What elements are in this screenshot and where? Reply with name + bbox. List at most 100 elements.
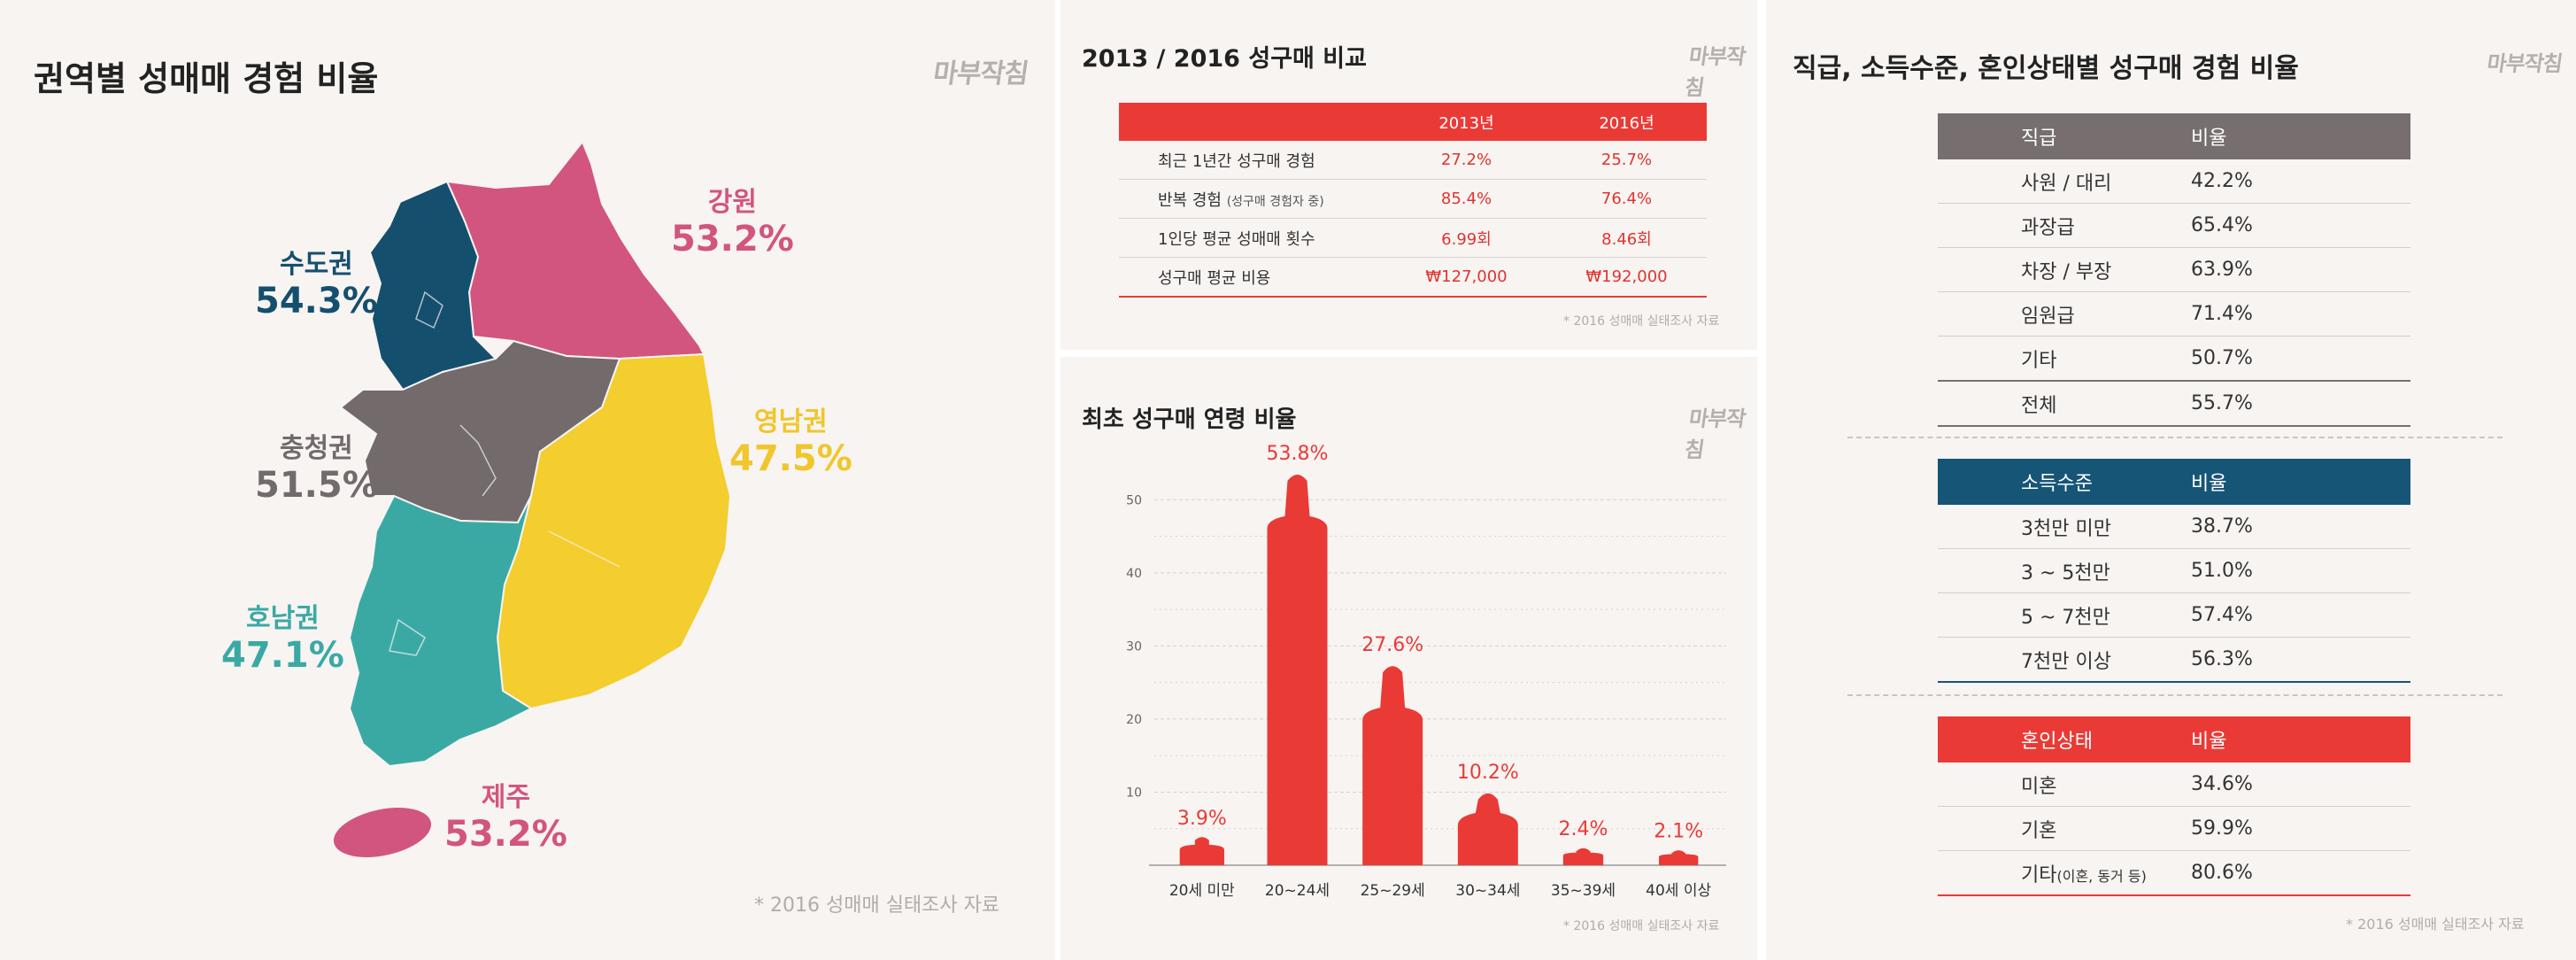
bar	[1457, 793, 1518, 865]
region-jeju-shape	[333, 808, 432, 857]
table-row: 미혼 34.6%	[1938, 763, 2410, 807]
header-cell: 비율	[2191, 473, 2227, 495]
table-row: 성구매 평균 비용 ₩127,000 ₩192,000	[1119, 257, 1707, 298]
y-tick-label: 30	[1126, 639, 1142, 654]
table-row: 1인당 평균 성매매 횟수 6.99회 8.46회	[1119, 218, 1707, 258]
region-label-sudogwon: 수도권 54.3%	[255, 249, 378, 321]
region-yeongnam-shape	[496, 352, 732, 710]
header-cell: 혼인상태	[2021, 731, 2093, 753]
row-value: 65.4%	[2190, 203, 2410, 248]
logo: 마부작침	[2485, 51, 2564, 76]
table-header-row: 소득수준 비율	[1938, 459, 2410, 505]
region-map-panel: 권역별 성매매 경험 비율 마부작침 수도권 54.3% 강원 53.2% 충청…	[0, 0, 1055, 960]
table-row: 사원 / 대리 42.2%	[1938, 159, 2410, 204]
x-tick-label: 35~39세	[1551, 882, 1616, 900]
region-label-honam: 호남권 47.1%	[221, 603, 344, 676]
table-row: 기타(이혼, 동거 등) 80.6%	[1938, 850, 2410, 896]
region-name: 강원	[707, 187, 757, 218]
value-2016: ₩192,000	[1546, 257, 1707, 298]
region-value: 47.5%	[729, 437, 852, 479]
x-tick-label: 20세 미만	[1169, 882, 1235, 900]
header-cell: 비율	[2191, 731, 2227, 753]
header-cell: 직급	[2021, 128, 2057, 150]
row-label: 기타(이혼, 동거 등)	[1938, 850, 2190, 896]
header-cell: 2016년	[1546, 103, 1707, 141]
region-name: 수도권	[279, 249, 353, 280]
row-label: 7천만 이상	[1938, 637, 2190, 683]
korea-map	[333, 140, 732, 857]
value-2013: 6.99회	[1386, 218, 1546, 258]
row-label: 반복 경험 (성구매 경험자 중)	[1119, 179, 1386, 219]
region-label-jeju: 제주 53.2%	[444, 782, 567, 854]
source-note: * 2016 성매매 실태조사 자료	[1563, 919, 1720, 933]
value-2016: 8.46회	[1546, 218, 1707, 258]
age-bar-chart: 10 20 30 40 50 3.9% 20세 미만 53.8% 20~24세 27.6% 25~2…	[1126, 443, 1726, 900]
data-label: 2.4%	[1559, 818, 1608, 840]
row-value: 71.4%	[2190, 291, 2410, 337]
header-cell: 소득수준	[2021, 473, 2093, 495]
row-label: 5 ~ 7천만	[1938, 592, 2190, 638]
region-name: 충청권	[279, 433, 353, 464]
marital-table: 혼인상태 비율 미혼 34.6% 기혼 59.9% 기타(이혼, 동거 등) 80.6…	[1938, 716, 2410, 896]
header-cell: 2013년	[1386, 103, 1546, 141]
table-row: 차장 / 부장 63.9%	[1938, 247, 2410, 292]
source-note: * 2016 성매매 실태조사 자료	[754, 894, 1000, 917]
age-chart-panel: 최초 성구매 연령 비율 마부작침 10 20 30 40 50 3.9% 20세 미만 53…	[1060, 357, 1757, 960]
row-label: 최근 1년간 성구매 경험	[1119, 141, 1386, 180]
table-row: 과장급 65.4%	[1938, 203, 2410, 248]
map-title: 권역별 성매매 경험 비율	[34, 59, 379, 98]
row-value: 80.6%	[2190, 850, 2410, 896]
region-value: 51.5%	[255, 464, 378, 506]
x-tick-label: 25~29세	[1361, 882, 1425, 900]
row-label: 차장 / 부장	[1938, 247, 2190, 292]
row-label: 3 ~ 5천만	[1938, 548, 2190, 593]
table-row: 기타 50.7%	[1938, 336, 2410, 382]
table-row: 최근 1년간 성구매 경험 27.2% 25.7%	[1119, 141, 1707, 180]
y-tick-label: 50	[1126, 493, 1142, 507]
region-label-chungcheong: 충청권 51.5%	[255, 433, 378, 506]
value-2013: 27.2%	[1386, 141, 1546, 180]
header-cell	[1119, 103, 1386, 141]
row-value: 42.2%	[2190, 159, 2410, 204]
row-value: 38.7%	[2190, 505, 2410, 549]
x-tick-label: 40세 이상	[1646, 882, 1711, 900]
source-note: * 2016 성매매 실태조사 자료	[1563, 314, 1720, 329]
region-value: 53.2%	[671, 218, 794, 259]
table-row: 3천만 미만 38.7%	[1938, 505, 2410, 549]
y-tick-label: 20	[1126, 713, 1142, 727]
region-value: 47.1%	[221, 634, 344, 676]
x-tick-label: 20~24세	[1265, 882, 1330, 900]
row-value: 63.9%	[2190, 247, 2410, 292]
row-label: 전체	[1938, 381, 2190, 427]
data-label: 10.2%	[1457, 762, 1519, 784]
section-divider	[1847, 437, 2503, 438]
region-value: 54.3%	[255, 280, 378, 321]
row-label: 사원 / 대리	[1938, 159, 2190, 204]
rank-title: 직급, 소득수준, 혼인상태별 성구매 경험 비율	[1793, 53, 2299, 84]
table-row: 임원급 71.4%	[1938, 291, 2410, 337]
table-row: 반복 경험 (성구매 경험자 중) 85.4% 76.4%	[1119, 179, 1707, 219]
row-label: 3천만 미만	[1938, 505, 2190, 549]
bar	[1658, 850, 1699, 865]
value-2013: 85.4%	[1386, 179, 1546, 219]
row-label: 임원급	[1938, 291, 2190, 337]
region-name: 호남권	[245, 603, 320, 634]
rank-panel: 직급, 소득수준, 혼인상태별 성구매 경험 비율 마부작침 직급 비율 사원 …	[1766, 0, 2576, 960]
row-label-text: 반복 경험	[1158, 190, 1222, 210]
table-row: 3 ~ 5천만 51.0%	[1938, 548, 2410, 593]
bar	[1362, 666, 1423, 865]
district-lines	[389, 290, 621, 656]
row-label-text: 1인당 평균 성매매 횟수	[1158, 229, 1315, 249]
logo: 마부작침	[1683, 44, 1747, 100]
y-tick-label: 10	[1126, 786, 1142, 800]
row-label: 성구매 평균 비용	[1119, 257, 1386, 298]
row-label-text: 최근 1년간 성구매 경험	[1158, 151, 1315, 171]
row-value: 55.7%	[2190, 381, 2410, 427]
row-label: 미혼	[1938, 763, 2190, 807]
row-value: 34.6%	[2190, 763, 2410, 807]
row-label: 기혼	[1938, 806, 2190, 851]
section-divider	[1847, 694, 2503, 696]
data-label: 3.9%	[1177, 808, 1227, 830]
bar	[1267, 474, 1328, 865]
row-label: 과장급	[1938, 203, 2190, 248]
